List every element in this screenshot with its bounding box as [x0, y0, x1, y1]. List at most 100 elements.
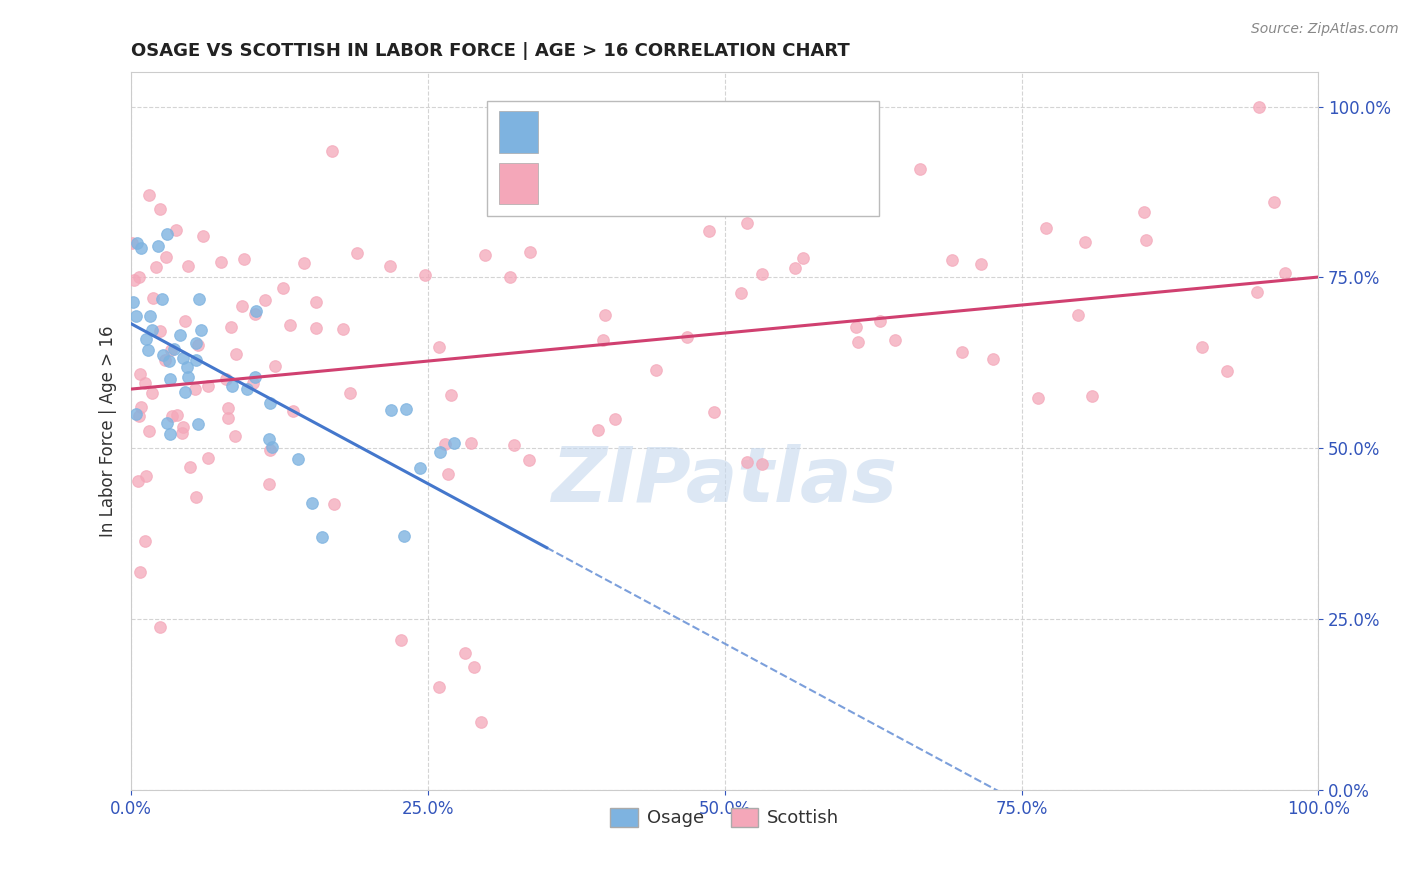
Point: [346, 246, 368, 260]
Point: [259, 443, 281, 458]
Point: [187, 417, 209, 432]
Point: [131, 401, 153, 415]
Point: [427, 681, 450, 695]
Point: [138, 188, 160, 202]
Point: [166, 409, 188, 423]
Point: [172, 419, 194, 434]
Point: [392, 529, 415, 543]
Point: [434, 436, 457, 450]
Point: [125, 236, 148, 251]
Point: [603, 411, 626, 425]
Point: [170, 425, 193, 440]
Point: [1074, 235, 1097, 250]
Point: [1247, 99, 1270, 113]
Point: [1133, 205, 1156, 219]
Point: [470, 714, 492, 729]
Point: [128, 409, 150, 423]
Point: [129, 241, 152, 255]
Point: [225, 347, 247, 361]
Y-axis label: In Labor Force | Age > 16: In Labor Force | Age > 16: [100, 326, 117, 537]
Point: [127, 474, 149, 488]
Point: [221, 379, 243, 393]
Point: [135, 469, 157, 483]
Point: [232, 252, 254, 266]
Point: [215, 371, 238, 385]
Point: [142, 291, 165, 305]
Point: [217, 410, 239, 425]
Point: [292, 256, 315, 270]
Point: [1035, 220, 1057, 235]
Point: [1026, 391, 1049, 405]
Point: [278, 318, 301, 332]
Point: [184, 352, 207, 367]
Point: [174, 314, 197, 328]
Point: [145, 260, 167, 274]
Point: [437, 467, 460, 482]
Point: [172, 351, 194, 365]
Point: [443, 435, 465, 450]
Point: [141, 386, 163, 401]
Point: [735, 216, 758, 230]
Text: Source: ZipAtlas.com: Source: ZipAtlas.com: [1251, 22, 1399, 37]
Point: [262, 440, 284, 454]
Point: [751, 457, 773, 471]
Point: [1080, 389, 1102, 403]
Point: [231, 300, 253, 314]
Point: [156, 417, 179, 431]
Point: [747, 99, 769, 113]
Point: [391, 632, 413, 647]
Point: [177, 259, 200, 273]
Point: [197, 379, 219, 393]
Point: [165, 222, 187, 236]
Point: [184, 336, 207, 351]
Point: [179, 459, 201, 474]
Point: [883, 333, 905, 347]
Point: [129, 566, 152, 580]
Point: [395, 402, 418, 417]
Point: [152, 293, 174, 307]
Point: [869, 314, 891, 328]
Point: [187, 293, 209, 307]
Point: [121, 236, 143, 251]
Point: [138, 424, 160, 438]
Point: [703, 405, 725, 419]
Point: [169, 327, 191, 342]
Point: [593, 308, 616, 322]
Point: [177, 369, 200, 384]
Point: [193, 228, 215, 243]
Point: [259, 396, 281, 410]
Point: [217, 401, 239, 416]
Point: [1274, 267, 1296, 281]
Point: [122, 295, 145, 310]
Point: [243, 369, 266, 384]
Point: [186, 490, 208, 504]
Point: [304, 321, 326, 335]
Point: [783, 260, 806, 275]
Point: [173, 385, 195, 400]
Point: [122, 273, 145, 287]
Point: [751, 267, 773, 281]
Point: [311, 530, 333, 544]
Point: [219, 320, 242, 334]
Point: [236, 382, 259, 396]
Point: [460, 436, 482, 450]
Text: ZIPatlas: ZIPatlas: [551, 444, 898, 518]
Point: [586, 423, 609, 437]
Point: [162, 409, 184, 423]
Point: [263, 359, 285, 373]
Point: [163, 343, 186, 357]
Point: [245, 307, 267, 321]
Point: [644, 362, 666, 376]
Point: [155, 250, 177, 264]
Point: [429, 444, 451, 458]
Point: [141, 323, 163, 337]
Point: [156, 227, 179, 241]
Point: [176, 359, 198, 374]
Point: [427, 340, 450, 354]
Point: [697, 224, 720, 238]
Point: [676, 330, 699, 344]
Text: OSAGE VS SCOTTISH IN LABOR FORCE | AGE > 16 CORRELATION CHART: OSAGE VS SCOTTISH IN LABOR FORCE | AGE >…: [131, 42, 851, 60]
Point: [139, 309, 162, 323]
Point: [908, 161, 931, 176]
Point: [970, 257, 993, 271]
